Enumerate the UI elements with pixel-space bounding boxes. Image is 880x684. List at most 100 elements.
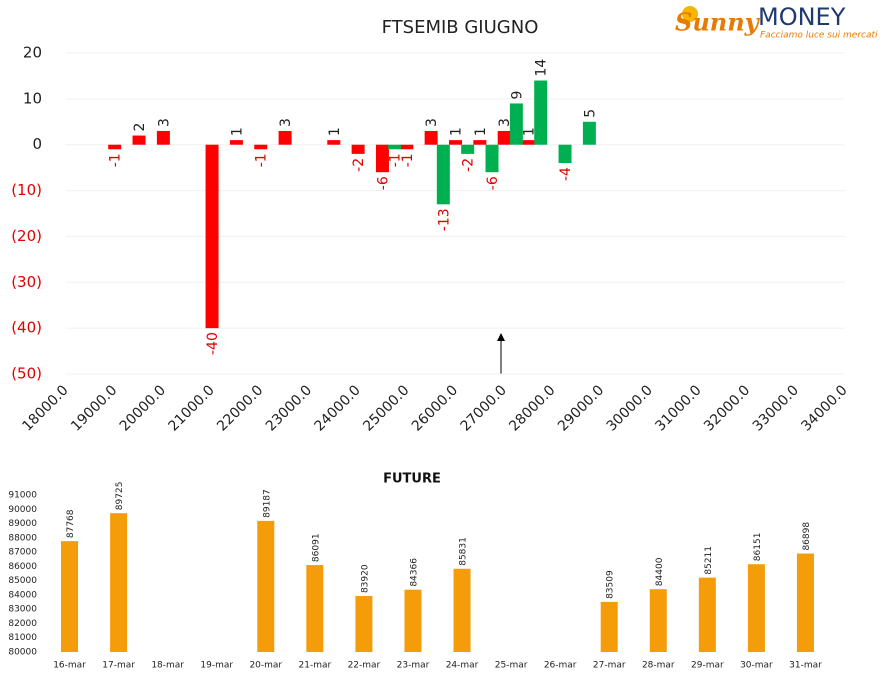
bar bbox=[404, 589, 422, 652]
x-tick-label: 22000.0 bbox=[214, 382, 266, 434]
data-label: 84400 bbox=[655, 557, 665, 586]
data-label: 5 bbox=[582, 109, 598, 118]
x-tick-label: 20-mar bbox=[249, 661, 282, 671]
data-label: 3 bbox=[497, 118, 513, 127]
data-label: 2 bbox=[132, 123, 148, 132]
bar bbox=[110, 513, 128, 652]
data-label: 14 bbox=[534, 59, 550, 77]
data-label: 86091 bbox=[311, 533, 321, 562]
data-label: 1 bbox=[522, 127, 538, 136]
data-label: 83920 bbox=[360, 564, 370, 593]
y-tick-label: 84000 bbox=[8, 590, 37, 600]
x-tick-label: 23-mar bbox=[397, 661, 430, 671]
bar bbox=[108, 144, 122, 150]
x-tick-label: 25-mar bbox=[495, 661, 528, 671]
bar bbox=[132, 135, 146, 145]
bar bbox=[351, 144, 365, 154]
data-label: 85211 bbox=[704, 546, 714, 575]
data-label: -6 bbox=[485, 176, 501, 190]
bar bbox=[534, 80, 548, 145]
y-tick-label: 85000 bbox=[8, 576, 37, 586]
data-label: -1 bbox=[400, 153, 416, 167]
x-tick-label: 31-mar bbox=[789, 661, 822, 671]
x-tick-label: 19-mar bbox=[200, 661, 233, 671]
data-label: 1 bbox=[449, 127, 465, 136]
data-label: 3 bbox=[156, 118, 172, 127]
y-tick-label: (30) bbox=[11, 273, 42, 291]
y-tick-label: 83000 bbox=[8, 605, 37, 615]
data-label: 84366 bbox=[409, 558, 419, 587]
bar bbox=[461, 144, 475, 154]
x-tick-label: 26-mar bbox=[544, 661, 577, 671]
data-label: 87768 bbox=[66, 509, 76, 538]
x-tick-label: 17-mar bbox=[102, 661, 135, 671]
bar bbox=[796, 553, 814, 652]
y-tick-label: (40) bbox=[11, 319, 42, 337]
bar bbox=[375, 144, 389, 173]
bar bbox=[522, 140, 536, 145]
logo-sun bbox=[682, 6, 698, 22]
bar bbox=[582, 121, 596, 145]
data-label: 89187 bbox=[262, 489, 272, 518]
data-label: -6 bbox=[375, 176, 391, 190]
y-tick-label: 82000 bbox=[8, 619, 37, 629]
bar bbox=[327, 140, 341, 145]
x-tick-label: 31000.0 bbox=[652, 382, 704, 434]
x-tick-label: 18-mar bbox=[151, 661, 184, 671]
data-label: -2 bbox=[461, 158, 477, 172]
x-tick-label: 28-mar bbox=[642, 661, 675, 671]
chart-title: FTSEMIB GIUGNO bbox=[382, 17, 539, 38]
bar bbox=[355, 596, 373, 652]
bar bbox=[509, 103, 523, 145]
y-tick-label: 0 bbox=[32, 135, 42, 153]
data-label: 1 bbox=[229, 127, 245, 136]
data-label: -1 bbox=[254, 153, 270, 167]
y-tick-label: 80000 bbox=[8, 648, 37, 658]
bar bbox=[229, 140, 243, 145]
data-label: 86898 bbox=[802, 522, 812, 551]
logo-name: MONEY bbox=[758, 3, 846, 31]
bar bbox=[278, 130, 292, 145]
x-tick-label: 34000.0 bbox=[798, 382, 850, 434]
x-tick-label: 21-mar bbox=[299, 661, 332, 671]
y-tick-label: 20 bbox=[23, 44, 42, 62]
x-tick-label: 20000.0 bbox=[117, 382, 169, 434]
data-label: 1 bbox=[473, 127, 489, 136]
x-tick-label: 32000.0 bbox=[701, 382, 753, 434]
bar bbox=[473, 140, 487, 145]
bar bbox=[747, 564, 765, 652]
y-tick-label: (20) bbox=[11, 227, 42, 245]
logo-brand: Sunny bbox=[675, 8, 761, 37]
bar bbox=[558, 144, 572, 164]
y-tick-label: (10) bbox=[11, 181, 42, 199]
bar bbox=[306, 565, 324, 652]
data-label: 83509 bbox=[606, 570, 616, 599]
data-label: 1 bbox=[327, 127, 343, 136]
y-tick-label: 81000 bbox=[8, 633, 37, 643]
y-tick-label: 89000 bbox=[8, 519, 37, 529]
data-label: 3 bbox=[278, 118, 294, 127]
data-label: 9 bbox=[509, 91, 525, 100]
bar bbox=[424, 130, 438, 145]
data-label: -4 bbox=[558, 167, 574, 181]
x-tick-label: 26000.0 bbox=[409, 382, 461, 434]
y-tick-label: 87000 bbox=[8, 548, 37, 558]
bar bbox=[449, 140, 462, 145]
x-tick-label: 28000.0 bbox=[506, 382, 558, 434]
annotation-arrow bbox=[497, 333, 505, 374]
bar bbox=[436, 144, 450, 205]
data-label: -2 bbox=[351, 158, 367, 172]
x-tick-label: 29000.0 bbox=[555, 382, 607, 434]
x-tick-label: 16-mar bbox=[53, 661, 86, 671]
bar bbox=[254, 144, 268, 150]
data-label: -40 bbox=[205, 332, 221, 355]
x-tick-label: 27000.0 bbox=[458, 382, 510, 434]
x-tick-label: 18000.0 bbox=[19, 382, 71, 434]
x-tick-label: 24-mar bbox=[446, 661, 479, 671]
x-tick-label: 33000.0 bbox=[750, 382, 802, 434]
x-tick-label: 29-mar bbox=[691, 661, 724, 671]
bar bbox=[257, 520, 275, 652]
y-tick-label: 10 bbox=[23, 89, 42, 107]
y-tick-label: 88000 bbox=[8, 533, 37, 543]
data-label: 86151 bbox=[753, 533, 763, 562]
